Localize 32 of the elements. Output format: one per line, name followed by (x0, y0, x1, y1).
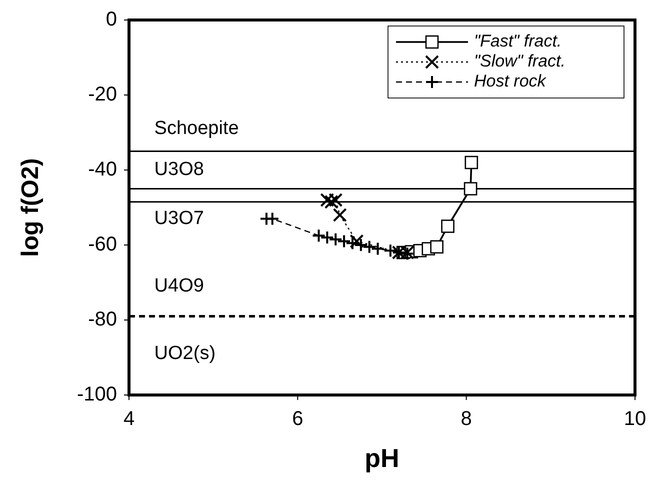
y-tick-label: -60 (88, 233, 117, 256)
point (324, 194, 338, 209)
y-axis-title: log f(O2) (17, 158, 44, 257)
point (312, 228, 326, 243)
point (464, 156, 478, 170)
y-tick-label: -40 (88, 158, 117, 180)
x-axis-title: pH (364, 443, 400, 473)
x-tick-label: 8 (460, 408, 472, 430)
annotation: U3O7 (154, 208, 204, 229)
point (337, 234, 352, 248)
y-tick-label: -20 (88, 83, 117, 106)
y-tick-label: 0 (106, 8, 117, 30)
point (370, 242, 385, 256)
legend-label: Host rock (474, 71, 548, 90)
x-tick-label: 4 (123, 408, 135, 430)
x-tick-label: 6 (292, 408, 304, 430)
point (328, 232, 343, 246)
point (332, 208, 347, 222)
y-tick-label: -80 (88, 308, 117, 330)
point (350, 234, 364, 248)
legend-label: "Fast" fract. (474, 31, 562, 50)
annotation: UO2(s) (154, 342, 216, 364)
annotation: U3O8 (154, 159, 204, 180)
legend-label: "Slow" fract. (474, 51, 566, 70)
point (441, 220, 454, 233)
x-tick-label: 10 (624, 408, 646, 430)
point (430, 240, 444, 254)
point (464, 182, 478, 196)
point (362, 240, 376, 254)
annotation: U4O9 (154, 275, 204, 296)
y-tick-label: -100 (76, 383, 117, 406)
annotation: Schoepite (154, 118, 239, 139)
